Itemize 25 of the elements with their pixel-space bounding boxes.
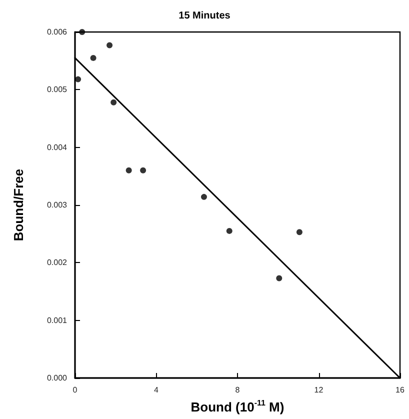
point (79, 29, 86, 35)
chart-title: 15 Minutes (178, 10, 231, 22)
y-tick-label: 0.004 (46, 142, 68, 152)
y-tick-label: 0.003 (46, 200, 68, 210)
y-axis-title: Bound/Free (11, 168, 26, 242)
point (140, 167, 146, 174)
y-tick-label: 0.000 (46, 374, 68, 382)
x-tick-label: 12 (314, 386, 324, 394)
point (106, 42, 113, 48)
y-tick-label: 0.002 (46, 258, 68, 268)
x-tick-label: 4 (154, 386, 160, 394)
point (75, 76, 82, 82)
point (90, 54, 96, 61)
point (110, 99, 117, 106)
y-tick-label: 0.006 (46, 28, 68, 36)
y-tick-label: 0.001 (46, 316, 68, 325)
x-tick-label: 8 (235, 386, 240, 394)
x-tick-label: 16 (396, 386, 405, 394)
point (126, 167, 132, 174)
x-tick-label: 0 (72, 386, 78, 394)
point (296, 229, 302, 236)
y-tick-label: 0.005 (46, 85, 68, 94)
point (200, 194, 207, 200)
point (276, 275, 282, 282)
point (226, 228, 232, 234)
